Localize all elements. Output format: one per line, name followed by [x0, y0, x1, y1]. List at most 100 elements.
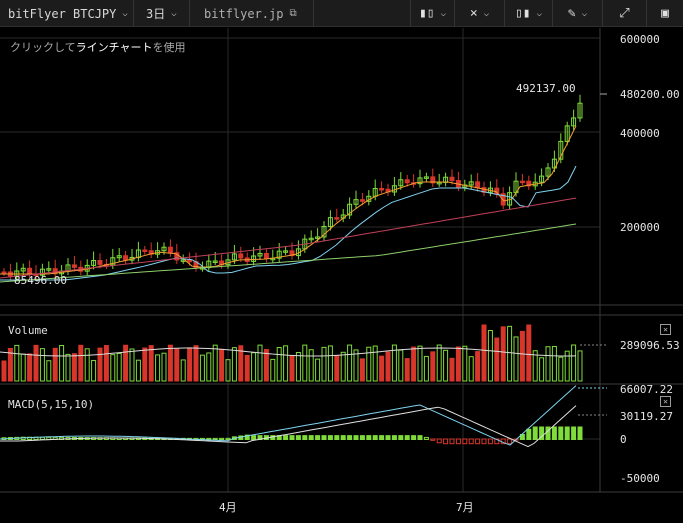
volume-bar	[571, 344, 577, 382]
candle-body	[187, 259, 193, 263]
volume-bar	[270, 358, 276, 382]
candle-body	[577, 102, 583, 119]
volume-bar	[475, 351, 481, 382]
chart-toolbar: bitFlyer BTCJPY ⌵ 3日 ⌵ bitflyer.jp ⧉ ▮▯ ⌵…	[0, 0, 683, 27]
indicators-button[interactable]: ▯▮ ⌵	[505, 0, 553, 27]
macd-histogram-bar	[289, 435, 295, 441]
macd-histogram-bar	[385, 435, 391, 441]
volume-bar	[52, 347, 58, 382]
compare-icon: ⨯	[469, 6, 478, 21]
volume-bar	[78, 344, 84, 382]
symbol-selector[interactable]: bitFlyer BTCJPY ⌵	[0, 0, 134, 27]
macd-histogram-bar	[340, 435, 346, 441]
volume-bar	[110, 354, 116, 382]
volume-bar	[33, 344, 39, 382]
macd-histogram-bar	[417, 435, 423, 441]
volume-bar	[244, 354, 250, 382]
candle-body	[116, 255, 122, 259]
volume-bar	[564, 350, 570, 382]
candle-body	[398, 179, 404, 187]
external-link-icon: ⧉	[289, 8, 297, 19]
macd-histogram-bar	[436, 438, 442, 444]
compare-button[interactable]: ⨯ ⌵	[455, 0, 505, 27]
volume-bar	[129, 348, 135, 382]
volume-bar	[238, 345, 244, 382]
candle-body	[238, 253, 244, 259]
macd-histogram-bar	[423, 436, 429, 440]
candle-body	[551, 158, 557, 169]
macd-pane-title: MACD(5,15,10)	[8, 398, 95, 411]
candle-body	[91, 260, 97, 266]
candle-body	[475, 181, 481, 189]
volume-bar	[430, 351, 436, 382]
snapshot-button[interactable]: ▣	[647, 0, 683, 27]
macd-histogram-bar	[334, 435, 340, 441]
macd-histogram-bar	[507, 438, 513, 445]
volume-bar	[257, 344, 263, 382]
candle-body	[430, 176, 436, 184]
last-price-label: 492137.00	[516, 82, 576, 95]
volume-bar	[321, 346, 327, 382]
volume-bar	[385, 351, 391, 382]
volume-bar	[135, 359, 141, 382]
macd-histogram-bar	[551, 426, 557, 440]
fullscreen-button[interactable]: ⤢	[603, 0, 647, 27]
volume-bar	[334, 355, 340, 382]
candle-body	[539, 175, 545, 183]
candle-body	[71, 264, 77, 268]
volume-bar	[417, 345, 423, 382]
draw-button[interactable]: ✎ ⌵	[553, 0, 603, 27]
candle-body	[46, 268, 52, 271]
candle-body	[545, 167, 551, 177]
volume-bar	[532, 350, 538, 382]
volume-bar	[251, 352, 257, 382]
volume-bar	[263, 349, 269, 382]
candle-body	[417, 177, 423, 185]
close-icon[interactable]: ✕	[660, 396, 671, 407]
candle-body	[174, 252, 180, 261]
chart-type-button[interactable]: ▮▯ ⌵	[410, 0, 455, 27]
macd-histogram-bar	[571, 426, 577, 440]
candle-body	[404, 179, 410, 184]
macd-histogram-bar	[206, 437, 212, 440]
volume-bar	[423, 355, 429, 382]
macd-histogram-bar	[225, 437, 231, 441]
volume-bar	[359, 358, 365, 382]
macd-histogram-bar	[577, 426, 583, 440]
chevron-down-icon: ⌵	[440, 8, 447, 19]
macd-histogram-bar	[455, 438, 461, 445]
ma-slow-line	[0, 197, 577, 279]
volume-bar	[500, 326, 506, 382]
volume-bar	[398, 349, 404, 382]
volume-bar	[231, 347, 237, 382]
interval-label: 3日	[146, 7, 166, 21]
volume-bar	[513, 336, 519, 382]
volume-bar	[366, 346, 372, 382]
candle-body	[468, 181, 474, 186]
line-chart-hint[interactable]: クリックしてラインチャートを使用	[10, 39, 186, 55]
volume-bar	[551, 345, 557, 382]
volume-bar	[1, 360, 7, 382]
volume-bar	[295, 352, 301, 382]
volume-bar	[161, 352, 167, 382]
macd-axis-label: 0	[620, 433, 627, 446]
interval-selector[interactable]: 3日 ⌵	[134, 0, 190, 27]
chevron-down-icon: ⌵	[536, 8, 543, 19]
volume-bar	[539, 357, 545, 382]
volume-bar	[14, 344, 20, 382]
close-icon[interactable]: ✕	[660, 324, 671, 335]
candlestick-series	[1, 94, 583, 280]
pane-borders	[0, 28, 683, 493]
fullscreen-icon: ⤢	[619, 6, 630, 21]
grid	[0, 28, 600, 492]
candle-body	[212, 260, 218, 263]
volume-bar	[302, 344, 308, 382]
candle-body	[379, 188, 385, 191]
candle-body	[315, 236, 321, 239]
volume-pane-title: Volume	[8, 324, 48, 337]
macd-histogram-bar	[283, 435, 289, 441]
site-link[interactable]: bitflyer.jp ⧉	[190, 0, 314, 27]
volume-bar	[155, 354, 161, 382]
volume-bar	[308, 349, 314, 382]
